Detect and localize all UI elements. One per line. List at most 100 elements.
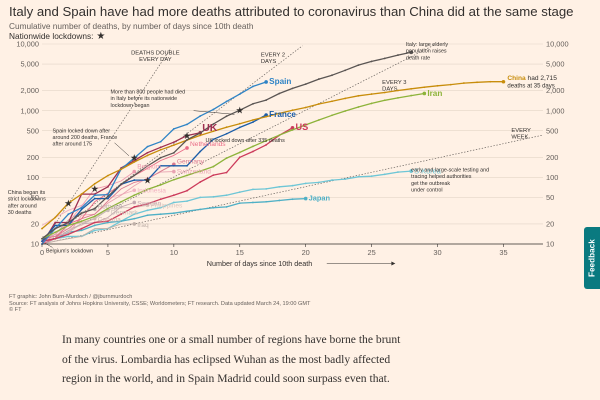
y-tick-label-right: 10: [546, 240, 554, 249]
point-japan: [159, 213, 162, 216]
y-tick-label-right: 1,000: [546, 106, 565, 115]
point-italy: [172, 151, 175, 154]
end-point-japan: [303, 196, 308, 201]
point-france: [159, 164, 162, 167]
point-italy: [212, 123, 215, 125]
point-france: [238, 126, 241, 129]
point-iran: [159, 184, 162, 186]
point-s-korea: [252, 188, 254, 191]
point-us: [265, 143, 268, 146]
guide-label-line: EVERY: [511, 128, 531, 134]
point-spain: [238, 93, 241, 96]
point-us: [186, 189, 188, 192]
end-label-sweden: Sweden: [137, 200, 161, 207]
y-tick-label-right: 100: [546, 173, 558, 182]
point-china: [199, 134, 202, 137]
point-s-korea: [357, 175, 360, 178]
point-japan: [93, 224, 96, 227]
point-uk: [146, 151, 149, 154]
point-italy: [291, 87, 294, 90]
point-china: [344, 97, 347, 100]
point-iran: [397, 96, 399, 99]
point-china: [212, 130, 215, 133]
point-china: [462, 82, 465, 84]
point-uk: [107, 185, 109, 188]
point-iran: [186, 174, 188, 177]
end-label-france: France: [269, 110, 296, 119]
guide-label-line: EVERY 2: [261, 52, 285, 58]
annotation-korea: early and large-scale testing and tracing…: [411, 168, 489, 194]
feedback-button[interactable]: Feedback: [584, 227, 600, 289]
end-label-canada: Canada: [98, 217, 121, 224]
point-italy: [225, 115, 228, 118]
x-tick-label: 0: [40, 248, 44, 257]
y-tick-label-right: 50: [546, 193, 554, 202]
star-icon: ★: [96, 31, 106, 42]
point-china: [252, 119, 254, 121]
point-japan: [278, 199, 281, 202]
point-s-korea: [199, 196, 202, 199]
point-s-korea: [278, 185, 281, 188]
point-spain: [252, 85, 254, 88]
annotation-italy-line: Italy: large elderly: [406, 42, 449, 48]
point-italy: [304, 83, 307, 86]
point-france: [80, 208, 83, 211]
point-us: [133, 206, 136, 208]
point-italy: [54, 227, 57, 230]
point-spain: [146, 145, 149, 148]
annotation-china: China had 2,715: [507, 75, 557, 82]
guide-label-line: EVERY DAY: [139, 57, 172, 63]
end-label-philippines: Philippines: [150, 202, 183, 209]
point-china: [449, 83, 452, 86]
annotation-italy-lockdown-line: More than 800 people had died: [111, 90, 186, 96]
point-iran: [54, 231, 57, 234]
y-tick-label-left: 50: [31, 193, 39, 202]
guide-label-line: DAYS: [261, 59, 276, 65]
lockdown-star-belgium: ★: [90, 184, 99, 195]
point-us: [212, 174, 215, 177]
series-line-italy: [41, 51, 412, 240]
end-label-indonesia: Indonesia: [137, 187, 166, 194]
end-label-japan: Japan: [309, 194, 331, 203]
annotation-italy-line: population raises: [406, 49, 447, 55]
series-line-china: [41, 81, 504, 230]
point-uk: [54, 221, 57, 224]
point-france: [54, 224, 57, 227]
end-point-iran: [422, 91, 427, 96]
point-italy: [186, 138, 188, 141]
end-point-spain: [264, 80, 268, 84]
point-iran: [383, 99, 386, 102]
guide-label-line: EVERY 3: [382, 80, 406, 86]
end-label-belgium: Belgium: [137, 164, 161, 171]
point-s-korea: [212, 195, 215, 198]
x-tick-label: 5: [106, 248, 110, 257]
end-label-iraq: Iraq: [137, 222, 149, 229]
end-label-denmark: Denmark: [111, 209, 138, 216]
x-axis-arrow-head: [391, 261, 396, 266]
annotation-italy-lockdown-line: lockdown began: [111, 103, 150, 109]
chart-title: Italy and Spain have had more deaths att…: [9, 4, 574, 19]
point-italy: [265, 99, 268, 101]
annotation-korea-line: under control: [411, 187, 442, 193]
leader-spain-lockdown: [114, 142, 130, 157]
x-tick-label: 30: [433, 248, 441, 257]
series-lines: [41, 50, 506, 245]
annotation-korea-line: early and large-scale testing and: [411, 168, 489, 174]
point-iran: [199, 170, 202, 173]
point-japan: [133, 217, 136, 220]
annotation-italy: Italy: large elderly population raises dea…: [406, 42, 449, 61]
point-italy: [159, 156, 162, 159]
point-japan: [80, 229, 83, 232]
point-italy: [370, 60, 373, 63]
point-s-korea: [331, 179, 333, 181]
point-china: [357, 94, 360, 97]
point-us: [107, 220, 109, 223]
end-label-netherlands: Netherlands: [190, 141, 226, 148]
annotation-spain-lockdown: Spain locked down after around 200 deaths…: [53, 129, 118, 148]
point-japan: [252, 201, 254, 204]
point-s-korea: [383, 173, 386, 176]
point-japan: [199, 208, 202, 211]
point-china: [54, 216, 57, 219]
point-china: [304, 106, 307, 109]
point-italy: [67, 221, 70, 224]
